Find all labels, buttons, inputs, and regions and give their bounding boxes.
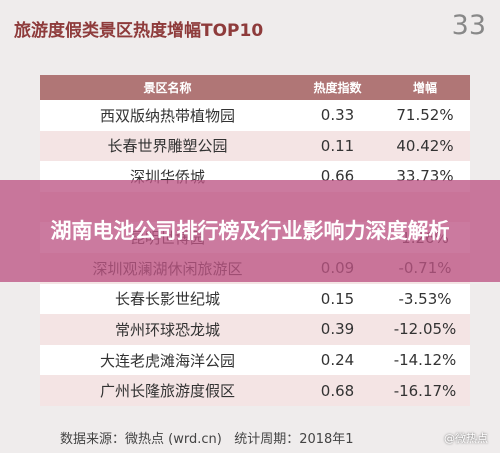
table-row: 大连老虎滩海洋公园 0.24 -14.12% — [40, 344, 470, 376]
cell: -3.53% — [398, 289, 452, 308]
header-row: 景区名称 热度指数 增幅 — [40, 75, 470, 100]
period: 统计周期：2018年1 — [234, 432, 354, 447]
cell: 广州长隆旅游度假区 — [99, 382, 235, 401]
cell: 0.33 — [320, 106, 355, 125]
table-row: 西双版纳热带植物园 0.33 71.52% — [40, 100, 470, 131]
cell: 0.15 — [320, 289, 355, 308]
cell: -12.05% — [393, 320, 457, 339]
column-header: 热度指数 — [313, 81, 362, 95]
cell: 0.11 — [320, 136, 355, 155]
source: 数据来源：微热点 (wrd.cn) — [60, 432, 222, 447]
title: 旅游度假类景区热度增幅TOP10 — [14, 21, 264, 41]
table-row: 长春世界雕塑公园 0.11 40.42% — [40, 130, 470, 162]
cell: 西双版纳热带植物园 — [99, 106, 235, 125]
cell: 0.24 — [320, 351, 355, 370]
banner: 湖南电池公司排行榜及行业影响力深度解析 — [0, 180, 500, 282]
banner-title: 湖南电池公司排行榜及行业影响力深度解析 — [50, 219, 450, 243]
column-header: 景区名称 — [143, 81, 192, 95]
cell: 常州环球恐龙城 — [114, 320, 220, 339]
cell: -14.12% — [393, 351, 457, 370]
cell: 长春长影世纪城 — [114, 290, 220, 309]
cell: 0.68 — [320, 381, 355, 400]
cell: 0.39 — [320, 320, 355, 339]
footer: 数据来源：微热点 (wrd.cn) 统计周期：2018年1 — [60, 428, 354, 447]
cell: 大连老虎滩海洋公园 — [99, 351, 235, 370]
cell: -16.17% — [393, 381, 457, 400]
watermark: @微热点 — [444, 432, 488, 445]
cell: 71.52% — [396, 106, 454, 125]
page-number: 33 — [451, 10, 486, 41]
cell: 40.42% — [396, 136, 454, 155]
table-row: 长春长影世纪城 0.15 -3.53% — [40, 283, 470, 315]
cell: 长春世界雕塑公园 — [107, 137, 228, 156]
table-row: 广州长隆旅游度假区 0.68 -16.17% — [40, 375, 470, 406]
column-header: 增幅 — [412, 81, 437, 95]
table-row: 常州环球恐龙城 0.39 -12.05% — [40, 314, 470, 345]
